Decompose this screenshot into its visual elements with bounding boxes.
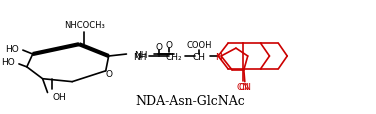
Text: NDA-Asn-GlcNAc: NDA-Asn-GlcNAc: [136, 94, 246, 107]
Text: O: O: [165, 40, 172, 49]
Text: O: O: [156, 42, 162, 51]
Text: NH: NH: [133, 52, 147, 61]
Text: HO: HO: [5, 44, 19, 53]
Text: CH: CH: [193, 52, 206, 61]
Text: COOH: COOH: [186, 40, 212, 49]
Text: O: O: [105, 70, 112, 79]
Text: NH: NH: [134, 50, 148, 59]
Text: CN: CN: [238, 82, 251, 91]
Text: HO: HO: [1, 58, 15, 67]
Text: CN: CN: [237, 82, 249, 91]
Text: NHCOCH₃: NHCOCH₃: [64, 21, 105, 30]
Text: OH: OH: [53, 92, 66, 101]
Text: N: N: [215, 52, 221, 61]
Text: CH₂: CH₂: [165, 52, 182, 61]
